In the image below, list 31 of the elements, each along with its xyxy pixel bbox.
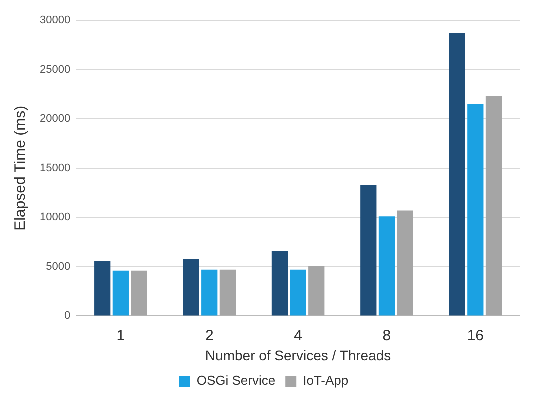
bar [449, 33, 466, 316]
legend-label: OSGi Service [196, 373, 276, 388]
bar [183, 259, 200, 316]
bar [397, 210, 414, 316]
x-tick-label: 8 [382, 327, 392, 344]
x-tick-label: 2 [205, 327, 214, 344]
bar [220, 270, 236, 316]
y-tick-label: 15000 [40, 162, 71, 174]
bar [378, 216, 396, 316]
legend-label: IoT-App [303, 373, 349, 388]
bar [112, 270, 129, 316]
bar [486, 96, 502, 316]
bar [468, 104, 484, 316]
y-tick-label: 25000 [40, 64, 71, 76]
bar [202, 270, 218, 316]
bar [290, 270, 306, 316]
bar [308, 266, 325, 316]
y-tick-label: 20000 [40, 113, 71, 126]
bar [131, 270, 148, 316]
y-tick-label: 30000 [40, 14, 71, 27]
x-tick-label: 16 [467, 327, 484, 344]
y-tick-label: 5000 [46, 260, 71, 273]
y-tick-label: 10000 [40, 212, 71, 224]
bar [272, 251, 288, 316]
bar [94, 261, 111, 316]
x-axis-title: Number of Services / Threads [205, 347, 392, 364]
x-tick-label: 4 [294, 327, 302, 344]
y-axis-title: Elapsed Time (ms) [12, 106, 30, 231]
y-tick-label: 0 [64, 310, 71, 322]
x-tick-label: 1 [116, 327, 126, 344]
bar [360, 185, 377, 316]
